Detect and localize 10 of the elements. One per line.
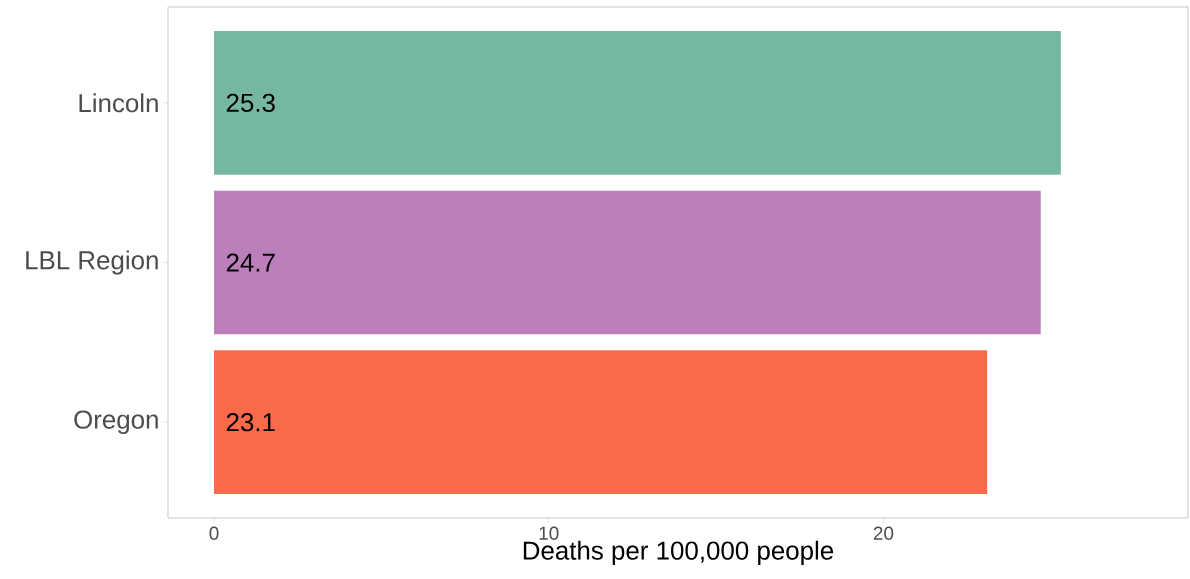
x-tick-label: 20 [873, 526, 894, 540]
y-tick-label: LBL Region [26, 250, 158, 275]
data-label: 23.1 [226, 413, 275, 432]
x-tick-label: 10 [539, 526, 559, 540]
x-tick-label: 0 [209, 526, 219, 540]
x-axis-title: Deaths per 100,000 people [523, 540, 834, 565]
y-tick-label: Lincoln [79, 93, 158, 113]
y-tick-label: Oregon [74, 410, 158, 434]
data-label: 25.3 [226, 93, 275, 112]
data-label: 24.7 [226, 253, 275, 272]
